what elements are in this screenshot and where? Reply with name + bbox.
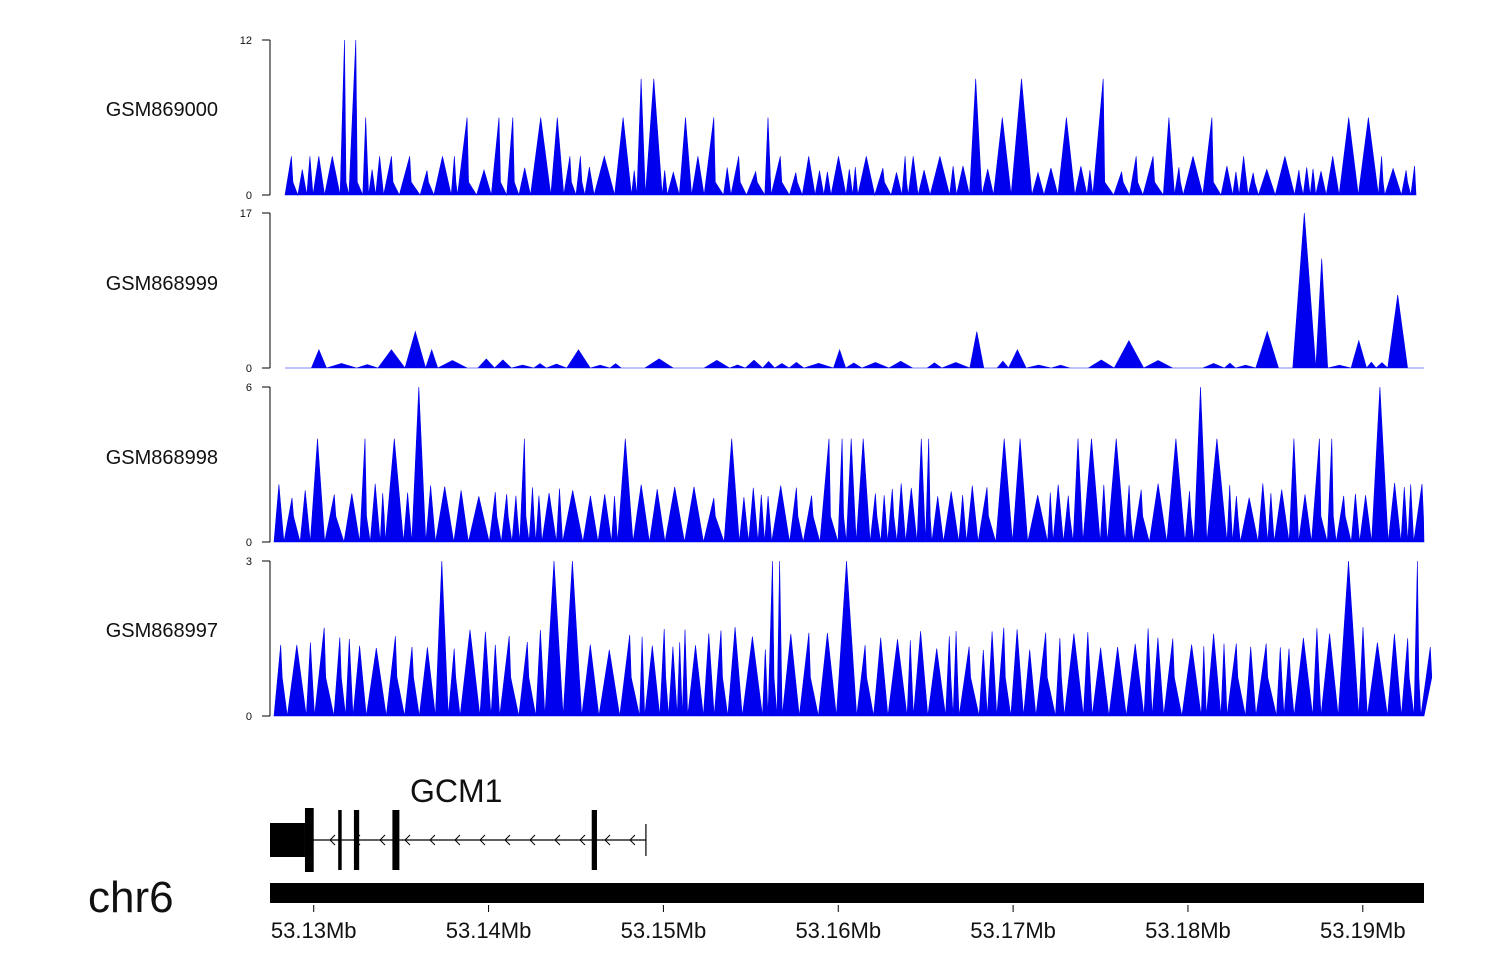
coverage-area	[273, 386, 1425, 543]
y-tick-label-min: 0	[246, 363, 252, 375]
strand-arrow	[529, 834, 536, 846]
x-tick-label: 53.13Mb	[271, 918, 357, 943]
strand-arrow	[479, 834, 486, 846]
y-tick-label-min: 0	[246, 537, 252, 549]
gene-name-label: GCM1	[410, 773, 502, 809]
strand-arrow	[604, 834, 611, 846]
strand-arrow	[629, 834, 636, 846]
y-tick-label-max: 6	[246, 382, 252, 394]
strand-arrow	[429, 834, 436, 846]
gene-exon	[270, 823, 305, 857]
strand-arrow	[329, 834, 336, 846]
track-GSM868998: GSM868998 6 0	[106, 382, 1425, 549]
track-label: GSM868997	[106, 620, 218, 642]
gene-exon	[392, 810, 400, 870]
chromosome-label: chr6	[88, 873, 174, 922]
track-GSM869000: GSM869000 12 0	[106, 35, 1417, 202]
strand-arrow	[579, 834, 586, 846]
x-tick-label: 53.14Mb	[446, 918, 532, 943]
x-tick-label: 53.15Mb	[621, 918, 707, 943]
y-tick-label-min: 0	[246, 190, 252, 202]
coverage-area	[284, 39, 1417, 197]
strand-arrow	[504, 834, 511, 846]
x-tick-label: 53.19Mb	[1320, 918, 1406, 943]
coverage-area	[285, 212, 1424, 370]
y-tick-label-max: 3	[246, 556, 252, 568]
gene-exon	[591, 810, 597, 870]
gene-exon	[353, 810, 360, 870]
gene-exon	[304, 808, 314, 872]
strand-arrow	[404, 834, 411, 846]
chromosome-ideogram: chr6	[88, 873, 1424, 922]
strand-arrow	[554, 834, 561, 846]
x-tick-label: 53.18Mb	[1145, 918, 1231, 943]
data-tracks: GSM869000120GSM868999170GSM86899860GSM86…	[106, 35, 1433, 723]
chromosome-bar	[270, 883, 1424, 903]
track-GSM868999: GSM868999 17 0	[106, 208, 1424, 375]
track-GSM868997: GSM868997 3 0	[106, 556, 1433, 723]
y-tick-label-max: 12	[240, 35, 252, 47]
y-tick-label-max: 17	[240, 208, 252, 220]
y-tick-label-min: 0	[246, 711, 252, 723]
track-label: GSM868999	[106, 273, 218, 295]
gene-exon	[338, 810, 342, 870]
track-label: GSM869000	[106, 99, 218, 121]
strand-arrow	[454, 834, 461, 846]
track-label: GSM868998	[106, 447, 218, 469]
coverage-area	[273, 560, 1433, 717]
strand-arrow	[379, 834, 386, 846]
x-tick-label: 53.17Mb	[970, 918, 1056, 943]
x-tick-label: 53.16Mb	[795, 918, 881, 943]
gene-track: GCM1	[270, 773, 647, 872]
genome-axis: 53.13Mb 53.14Mb 53.15Mb 53.16Mb 53.17Mb 53.18…	[271, 905, 1406, 943]
